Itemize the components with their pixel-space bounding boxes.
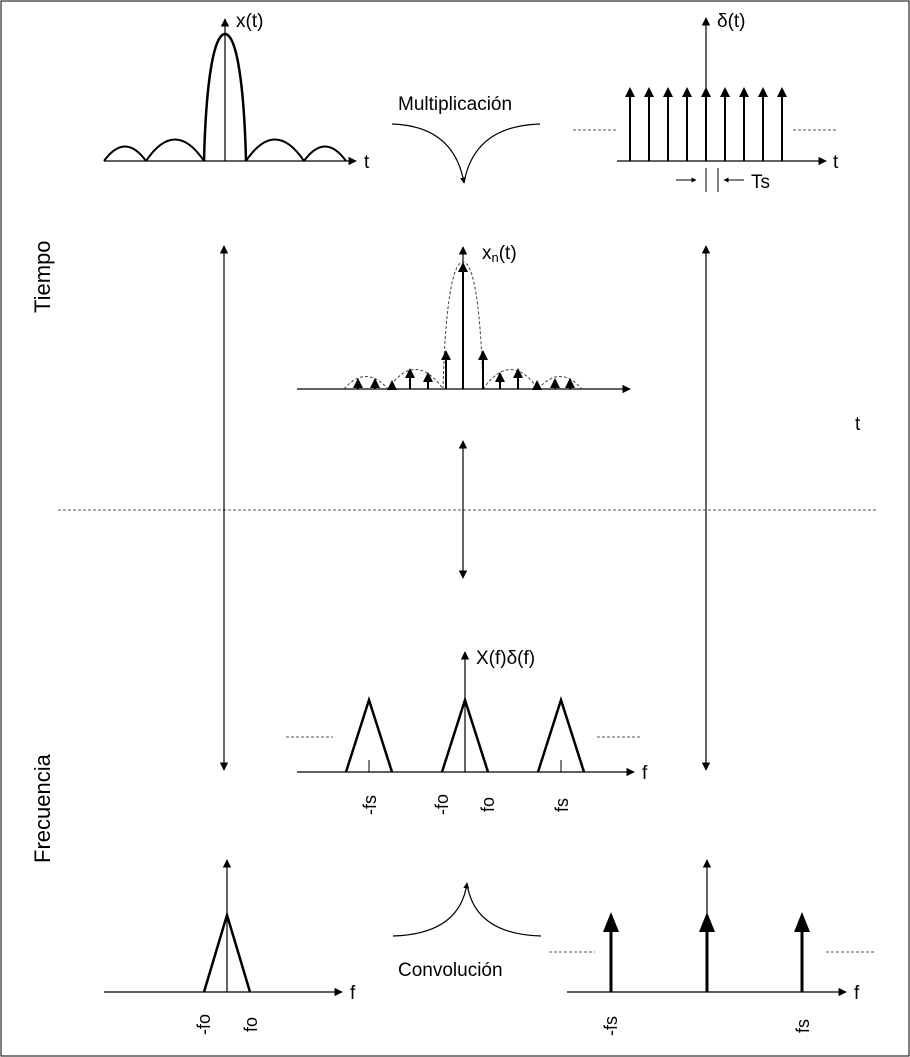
tick-label: -fo — [194, 1014, 214, 1035]
impulse-arrowhead — [663, 87, 673, 97]
sample-group — [353, 262, 575, 390]
spectrum-replica — [536, 695, 586, 773]
impulse-spectrum-plot: f -fs fs — [549, 859, 874, 1036]
x-side-lobe — [303, 145, 347, 162]
impulse-arrowhead — [441, 350, 451, 360]
impulse-arrowhead — [720, 87, 730, 97]
x-time-axis-label: t — [364, 152, 370, 173]
impulse-arrowhead — [758, 87, 768, 97]
impulse-arrowhead — [682, 87, 692, 97]
x-side-lobe — [145, 138, 205, 162]
impulse-arrowhead — [794, 912, 810, 932]
spectrum-replica — [344, 695, 394, 773]
x-spectrum-plot: f -fo fo — [104, 859, 356, 1035]
tick-label: fo — [241, 1017, 261, 1032]
delta-signal-label: δ(t) — [717, 11, 746, 32]
convolution-arrow-right — [466, 882, 542, 937]
impulse-arrowhead — [777, 87, 787, 97]
impulse-arrowhead — [387, 380, 397, 390]
sampled-signal-label: xn(t) — [482, 243, 517, 265]
x-main-lobe — [202, 32, 248, 162]
impulse-arrowhead — [625, 87, 635, 97]
product-freq-axis-label: f — [642, 763, 648, 784]
impulse-arrowhead — [603, 912, 619, 932]
spectrum-replica — [440, 695, 490, 773]
period-label: Ts — [751, 172, 770, 193]
impulse-arrowhead — [495, 372, 505, 382]
tick-label: -fs — [601, 1016, 621, 1036]
sampled-envelope-side — [537, 376, 583, 390]
tick-label: fo — [478, 797, 498, 812]
impulse-arrowhead — [458, 262, 468, 272]
x-spectrum-triangle — [202, 910, 252, 993]
impulse-arrowhead — [478, 350, 488, 360]
delta-time-axis-label: t — [833, 152, 839, 173]
tick-label: -fo — [432, 794, 452, 815]
impulse-arrowhead — [739, 87, 749, 97]
impulse-arrowhead — [405, 368, 415, 378]
impulse-arrowhead — [532, 380, 542, 390]
impulse-group — [625, 87, 787, 161]
x-signal-label: x(t) — [236, 11, 263, 32]
sampled-envelope-side — [482, 369, 539, 390]
stray-time-label: t — [855, 414, 861, 435]
tick-label: -fs — [360, 795, 380, 815]
impulse-arrowhead — [550, 378, 560, 388]
impulse-train-plot: δ(t) t Ts — [573, 11, 839, 193]
x-freq-axis-label: f — [350, 983, 356, 1004]
tick-label: fs — [552, 798, 572, 812]
x-side-lobe — [103, 145, 147, 162]
time-section-label: Tiempo — [30, 240, 55, 313]
multiplication-arrow-left — [391, 123, 467, 184]
multiplication-operator: Multiplicación — [391, 94, 541, 184]
multiplication-label: Multiplicación — [398, 94, 512, 115]
product-spectrum-plot: X(f)δ(f) f -fs -fo fo fs — [286, 648, 648, 815]
sampled-envelope-side — [387, 369, 444, 390]
impulse-arrowhead — [565, 378, 575, 388]
frequency-section-label: Frecuencia — [30, 753, 55, 863]
product-signal-label: X(f)δ(f) — [476, 648, 535, 669]
convolution-label: Convolución — [398, 960, 503, 981]
impulse-arrowhead — [513, 368, 523, 378]
impulse-arrowhead — [701, 87, 711, 97]
impulse-freq-axis-label: f — [854, 983, 860, 1004]
impulse-arrowhead — [699, 912, 715, 932]
sampled-signal-plot: xn(t) t — [297, 243, 861, 435]
x-side-lobe — [245, 138, 305, 162]
tick-label: fs — [793, 1019, 813, 1033]
convolution-operator: Convolución — [392, 882, 542, 981]
multiplication-arrow-right — [463, 123, 541, 184]
signal-x-plot: x(t) t — [103, 11, 370, 173]
sampled-envelope-side — [343, 376, 389, 390]
impulse-arrowhead — [353, 378, 363, 388]
impulse-arrowhead — [644, 87, 654, 97]
convolution-arrow-left — [392, 882, 470, 937]
impulse-arrowhead — [370, 378, 380, 388]
impulse-arrowhead — [423, 372, 433, 382]
